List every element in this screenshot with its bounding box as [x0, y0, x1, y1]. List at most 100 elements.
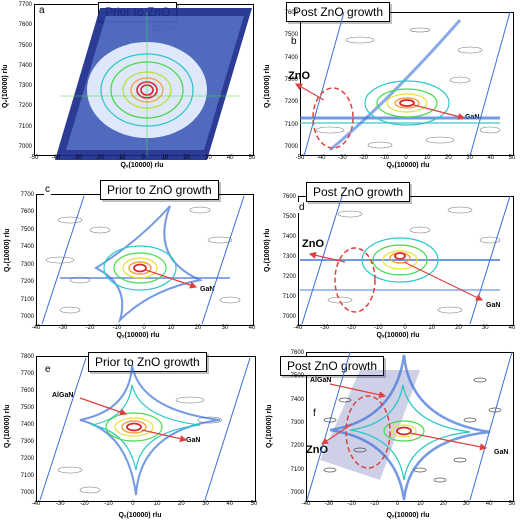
- x-tick-label: 0: [395, 501, 400, 507]
- y-axis-label-b: Q₂(10000) rlu: [264, 64, 271, 108]
- plot-area-e: [36, 356, 256, 502]
- panel-letter-e: e: [44, 364, 52, 375]
- plot-area-b: [300, 12, 514, 156]
- y-tick-label: 7100: [284, 121, 298, 128]
- y-tick-label: 7600: [18, 22, 32, 29]
- x-tick-label: 30: [462, 501, 470, 507]
- y-tick-label: 7300: [18, 83, 32, 90]
- gan-label-b: GaN: [465, 114, 480, 121]
- x-axis-label-d: Qₓ(10000) rlu: [376, 332, 420, 339]
- y-tick-label: 7600: [284, 10, 298, 16]
- panel-title-f-text: Post ZnO growth: [287, 359, 378, 373]
- x-tick-label: 30: [202, 501, 209, 507]
- x-tick-label: -10: [380, 155, 390, 161]
- y-tick-label: 7000: [290, 490, 304, 496]
- y-tick-label: 7400: [284, 54, 298, 61]
- algan-label-e: AlGaN: [52, 392, 74, 399]
- y-tick-label: 7500: [20, 226, 34, 233]
- plot-area-d: [298, 196, 514, 326]
- x-tick-label: 30: [466, 155, 473, 161]
- y-tick-label: 7400: [282, 234, 296, 240]
- x-tick-label: 40: [485, 501, 493, 507]
- y-tick-label: 7000: [20, 490, 34, 496]
- x-tick-label: 40: [226, 155, 234, 161]
- x-tick-label: -30: [73, 155, 82, 161]
- plot-area-a: [34, 4, 254, 156]
- y-tick-label: 7200: [284, 99, 298, 106]
- x-tick-label: 10: [423, 155, 431, 161]
- x-tick-label: 50: [508, 155, 516, 161]
- y-tick-label: 7300: [20, 261, 34, 268]
- y-tick-label: 7600: [20, 388, 34, 394]
- title-overflow-a: grow: [152, 22, 176, 34]
- y-tick-label: 7200: [20, 456, 34, 462]
- x-tick-label: 50: [248, 155, 256, 161]
- x-tick-label: 40: [248, 325, 256, 331]
- x-tick-label: 20: [439, 501, 447, 507]
- y-tick-label: 7500: [20, 405, 34, 411]
- panel-letter-b: b: [290, 36, 298, 47]
- y-tick-label: 7000: [20, 314, 34, 320]
- x-tick-label: -40: [293, 325, 303, 331]
- x-tick-label: -40: [301, 501, 311, 507]
- y-tick-label: 7500: [290, 373, 304, 380]
- y-tick-label: 7500: [282, 214, 296, 220]
- panel-c: c Prior to ZnO growth GaN Q₂(10000) rlu …: [0, 172, 260, 344]
- y-tick-label: 7100: [18, 123, 32, 130]
- x-tick-label: 20: [183, 155, 190, 161]
- y-tick-label: 7700: [20, 371, 34, 377]
- y-tick-label: 7700: [20, 192, 34, 198]
- y-tick-label: 7100: [290, 466, 304, 473]
- panel-d: d Post ZnO growth ZnO GaN Q₂(10000) rlu …: [260, 172, 520, 344]
- x-tick-label: 0: [404, 155, 408, 161]
- panel-title-d: Post ZnO growth: [306, 182, 411, 202]
- x-tick-label: 30: [205, 155, 212, 161]
- panel-letter-f: f: [312, 408, 317, 419]
- y-tick-label: 7300: [282, 254, 296, 260]
- algan-label-f: AlGaN: [310, 377, 332, 384]
- x-tick-label: -50: [29, 155, 39, 161]
- x-tick-label: 0: [403, 325, 407, 331]
- panel-title-a: Prior to ZnO: [98, 2, 178, 22]
- y-tick-label: 7300: [284, 77, 298, 83]
- panel-title-e-text: Prior to ZnO growth: [95, 355, 200, 369]
- panel-title-e: Prior to ZnO growth: [88, 352, 207, 372]
- x-tick-label: 40: [487, 155, 495, 161]
- x-tick-label: -30: [320, 325, 330, 331]
- x-tick-label: 10: [417, 501, 424, 507]
- panel-letter-c: c: [44, 184, 51, 195]
- x-tick-label: 30: [221, 325, 229, 331]
- panel-b: b Post ZnO growth ZnO GaN Q₂(10000) rlu …: [260, 0, 520, 172]
- y-tick-label: 7400: [18, 62, 32, 69]
- x-tick-label: -20: [80, 501, 89, 507]
- y-tick-label: 7600: [290, 350, 304, 356]
- zno-label-d: ZnO: [302, 238, 324, 250]
- x-tick-label: 20: [177, 501, 185, 507]
- x-tick-label: 50: [250, 501, 258, 507]
- x-tick-label: -10: [112, 325, 122, 331]
- x-axis-label-b: Qₓ(10000) rlu: [386, 162, 430, 169]
- gan-label-f: GaN: [494, 449, 509, 456]
- x-tick-label: 20: [455, 325, 462, 331]
- x-tick-label: 50: [508, 501, 516, 507]
- panel-title-c-text: Prior to ZnO growth: [107, 183, 212, 197]
- x-tick-label: -40: [316, 155, 326, 161]
- y-tick-label: 7200: [290, 443, 304, 450]
- y-tick-label: 7300: [20, 439, 34, 445]
- panel-title-a-text: Prior to ZnO: [105, 5, 171, 19]
- panel-title-d-text: Post ZnO growth: [313, 185, 404, 199]
- gan-label-e: GaN: [186, 437, 201, 444]
- x-tick-label: 0: [131, 501, 135, 507]
- x-tick-label: -30: [58, 325, 68, 331]
- plot-area-c: [36, 194, 254, 326]
- x-tick-label: 40: [508, 325, 516, 331]
- y-tick-label: 7200: [282, 274, 296, 280]
- x-tick-label: 30: [481, 325, 489, 331]
- y-axis-label-f: Q₂(10000) rlu: [266, 404, 273, 448]
- x-axis-label-e: Qₓ(10000) rlu: [118, 512, 162, 519]
- zno-label-f: ZnO: [306, 444, 328, 456]
- x-tick-label: -10: [116, 155, 126, 161]
- x-tick-label: -20: [347, 325, 356, 331]
- x-tick-label: -20: [85, 325, 95, 331]
- x-tick-label: -10: [373, 325, 383, 331]
